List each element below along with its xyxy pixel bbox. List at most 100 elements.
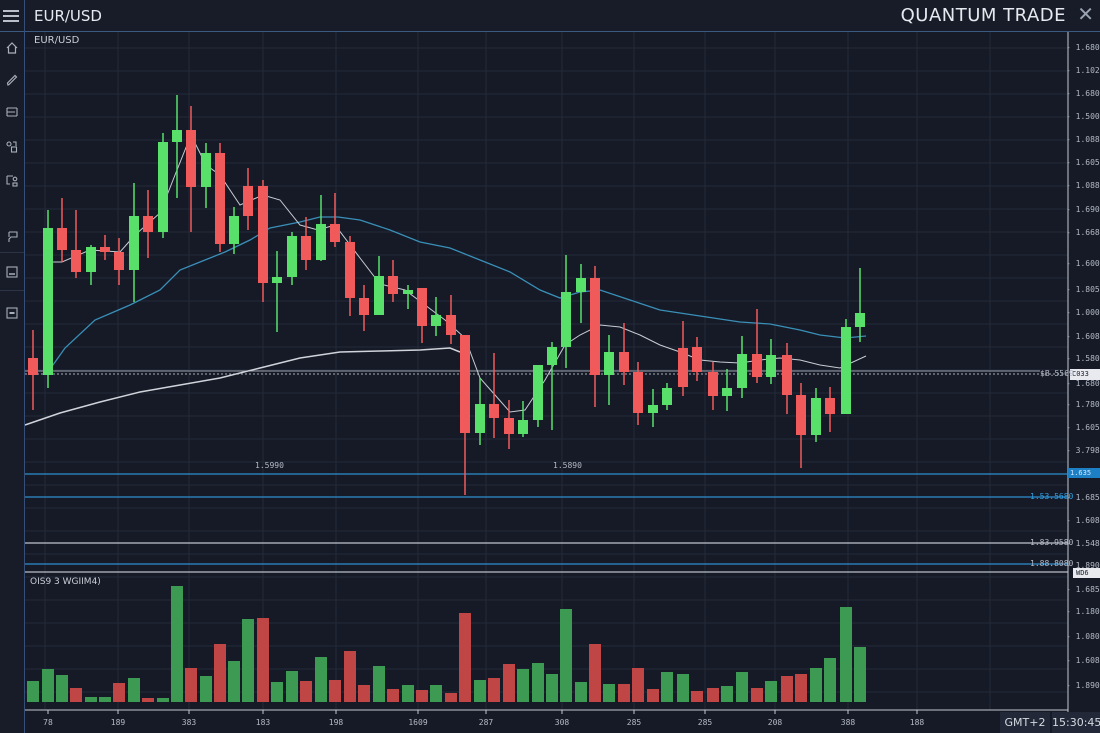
price-axis-label: - 1.000 [1066, 308, 1100, 317]
candle-bullish [272, 277, 282, 283]
price-axis-label: - 1.685 [1066, 493, 1100, 502]
candle-bearish [825, 398, 835, 414]
price-axis-label: - 1.080 [1066, 632, 1100, 641]
time-axis-label: 383 [181, 718, 197, 727]
volume-bar [503, 664, 515, 702]
price-axis-label: - 1.668 [1066, 228, 1100, 237]
candle-bearish [71, 250, 81, 272]
candle-bearish [752, 354, 762, 377]
volume-bar [647, 689, 659, 702]
candle-bearish [258, 186, 268, 283]
hamburger-menu-icon[interactable] [3, 7, 19, 23]
candle-bullish [766, 355, 776, 377]
time-axis-label: 308 [554, 718, 570, 727]
candle-bearish [345, 242, 355, 298]
candle-bearish [678, 348, 688, 387]
candle-bearish [417, 288, 427, 326]
clock-time: 15:30:45 [1052, 712, 1100, 733]
close-icon[interactable]: ✕ [1077, 2, 1094, 26]
candle-bearish [215, 153, 225, 244]
time-axis-label: 1609 [408, 718, 428, 727]
home-icon[interactable] [2, 38, 22, 58]
volume-bar [532, 663, 544, 702]
volume-bar [42, 669, 54, 702]
price-axis-label: - 1.088 [1066, 135, 1100, 144]
volume-bar [242, 619, 254, 702]
volume-bar [416, 690, 428, 702]
price-axis-label: - 3.798 [1066, 446, 1100, 455]
layout-icon[interactable] [2, 171, 22, 191]
volume-bar [373, 666, 385, 702]
volume-pane-label: OIS9 3 WGIIM4) [30, 577, 101, 587]
volume-bar [575, 682, 587, 702]
window-icon[interactable] [2, 303, 22, 323]
moving-average-slow [24, 347, 461, 426]
volume-bar [56, 675, 68, 702]
volume-bar [618, 684, 630, 702]
price-axis-label: - 1.690 [1066, 205, 1100, 214]
horizontal-line-price-label: 1.88.8080 [1030, 559, 1074, 568]
volume-bar [85, 697, 97, 702]
price-axis-label: - 1.680 [1066, 43, 1100, 52]
price-axis-label: - 1.890 [1066, 681, 1100, 690]
price-axis-label: - 1.685 [1066, 585, 1100, 594]
horizontal-line-price-label: 1.53.5680 [1030, 492, 1074, 501]
candle-bearish [633, 372, 643, 413]
time-axis-label: 183 [255, 718, 271, 727]
shapes-icon[interactable] [2, 137, 22, 157]
volume-bar [27, 681, 39, 702]
last-price-tag: C033 [1070, 369, 1100, 380]
candle-bullish [158, 142, 168, 232]
volume-bar [142, 698, 154, 702]
volume-bar [474, 680, 486, 702]
candle-bullish [403, 290, 413, 294]
pencil-draw-icon[interactable] [2, 70, 22, 90]
price-axis-label: - 1.608 [1066, 656, 1100, 665]
volume-bar [795, 674, 807, 702]
price-axis-label: - 1.805 [1066, 285, 1100, 294]
volume-bar [736, 672, 748, 702]
price-axis-label: - 1.605 [1066, 423, 1100, 432]
volume-bar [157, 698, 169, 702]
candle-bullish [662, 388, 672, 405]
volume-bar [344, 651, 356, 702]
candle-bearish [186, 130, 196, 187]
candle-bullish [604, 352, 614, 375]
candle-bearish [489, 404, 499, 418]
volume-bar [459, 613, 471, 702]
price-axis-label: - 1.680 [1066, 89, 1100, 98]
candle-bearish [143, 216, 153, 232]
symbol-label: EUR/USD [34, 35, 80, 46]
price-axis-label: - 1.780 [1066, 400, 1100, 409]
timezone-button[interactable]: GMT+2 [1000, 712, 1050, 733]
candle-bearish [619, 352, 629, 372]
candle-bullish [518, 420, 528, 434]
indicators-icon[interactable] [2, 102, 22, 122]
time-axis-label: 198 [328, 718, 344, 727]
volume-bar [286, 671, 298, 702]
candle-bullish [737, 354, 747, 388]
price-axis-label: - 1.102 [1066, 66, 1100, 75]
price-axis-label: - 1.500 [1066, 112, 1100, 121]
annotation-icon[interactable] [2, 226, 22, 246]
candle-bearish [590, 278, 600, 375]
candle-bullish [533, 365, 543, 420]
volume-bar [765, 681, 777, 702]
time-axis-label: 188 [909, 718, 925, 727]
volume-bar [214, 644, 226, 702]
volume-bar [488, 678, 500, 702]
candle-bullish [43, 228, 53, 375]
panel-icon[interactable] [2, 262, 22, 282]
candle-bearish [330, 224, 340, 242]
candle-bearish [100, 247, 110, 252]
volume-bar [358, 685, 370, 702]
candle-bullish [855, 313, 865, 327]
price-axis-label: - 1.600 [1066, 259, 1100, 268]
volume-bar [128, 678, 140, 702]
candle-bullish [547, 347, 557, 365]
candle-bearish [446, 315, 456, 335]
candle-bearish [301, 236, 311, 260]
volume-bar [824, 658, 836, 702]
top-bar: EUR/USD QUANTUM TRADE ✕ [0, 0, 1100, 32]
